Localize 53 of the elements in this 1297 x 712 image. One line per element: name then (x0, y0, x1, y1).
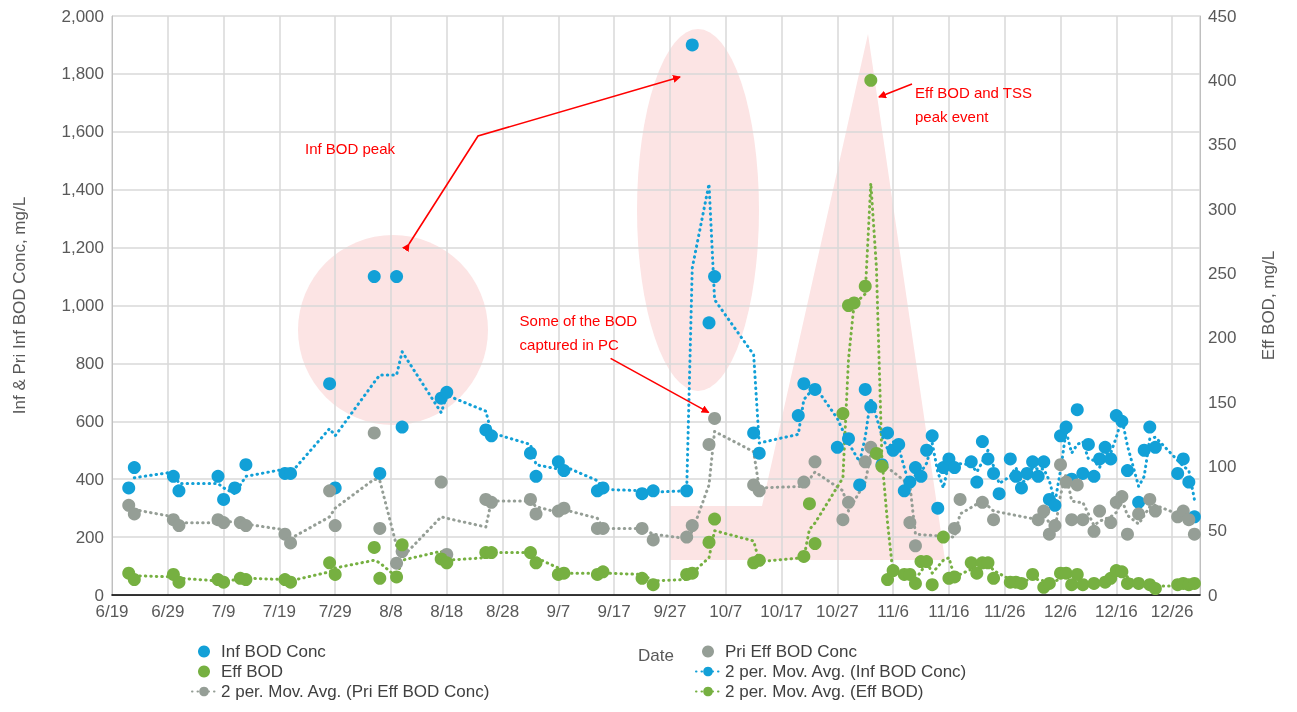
x-tick-label: 8/8 (379, 602, 403, 621)
legend-label: 2 per. Mov. Avg. (Pri Eff BOD Conc) (221, 682, 490, 701)
x-tick-label: 12/6 (1043, 602, 1078, 621)
legend-label: 2 per. Mov. Avg. (Inf BOD Conc) (725, 662, 967, 681)
x-tick-label: 8/28 (486, 602, 520, 621)
legend-label: Inf BOD Conc (221, 642, 327, 661)
y2-tick-label: 350 (1208, 135, 1237, 155)
y-tick-label: 400 (75, 469, 104, 489)
y-tick-label: 1,800 (61, 64, 104, 84)
y-tick-label: 1,600 (61, 122, 104, 142)
x-tick-label: 7/9 (211, 602, 236, 621)
x-tick-label: 7/19 (262, 602, 296, 621)
y-tick-label: 2,000 (61, 6, 104, 26)
x-tick-label: 11/26 (984, 602, 1026, 621)
x-tick-label: 12/26 (1150, 602, 1194, 621)
y2-tick-label: 250 (1208, 263, 1237, 283)
x-tick-label: 10/27 (816, 602, 859, 621)
x-tick-label: 6/29 (151, 602, 185, 621)
y2-tick-label: 150 (1208, 392, 1237, 412)
y-tick-label: 800 (75, 353, 104, 373)
x-tick-label: 6/19 (95, 602, 129, 621)
y-tick-label: 200 (75, 527, 104, 547)
y2-tick-label: 100 (1208, 456, 1237, 476)
y2-tick-label: 400 (1208, 70, 1237, 90)
y2-tick-label: 300 (1208, 199, 1237, 219)
x-tick-label: 10/17 (760, 602, 803, 621)
y-tick-label: 1,400 (61, 180, 104, 200)
annotation: Inf BOD peak (305, 139, 396, 157)
x-tick-label: 12/16 (1095, 602, 1138, 621)
x-tick-label: 8/18 (430, 602, 464, 621)
x-tick-label: 9/17 (597, 602, 631, 621)
y-tick-label: 0 (94, 585, 104, 605)
legend-label: 2 per. Mov. Avg. (Eff BOD) (725, 682, 924, 701)
y2-axis-title: Eff BOD, mg/L (1259, 250, 1278, 361)
x-tick-label: 10/7 (709, 602, 743, 621)
annotation: Some of the BOD captured in PC (519, 311, 642, 353)
y2-tick-label: 50 (1208, 521, 1227, 541)
y-tick-label: 1,000 (61, 296, 104, 315)
x-tick-label: 9/7 (546, 602, 571, 621)
y2-tick-label: 200 (1208, 328, 1237, 348)
y-axis-title: Inf & Pri Inf BOD Conc, mg/L (10, 196, 29, 415)
y-tick-label: 600 (75, 411, 104, 431)
x-tick-label: 11/6 (877, 602, 910, 621)
y-tick-label: 1,200 (61, 238, 104, 258)
x-tick-label: 9/27 (653, 602, 687, 621)
legend-label: Eff BOD (221, 662, 284, 681)
legend-label: Pri Eff BOD Conc (725, 642, 858, 661)
x-axis-title: Date (638, 646, 674, 665)
y2-tick-label: 450 (1208, 6, 1237, 26)
annotation: Eff BOD and TSS peak event (915, 83, 1037, 125)
x-tick-label: 11/16 (928, 602, 970, 621)
y2-tick-label: 0 (1208, 585, 1218, 605)
x-tick-label: 7/29 (318, 602, 352, 621)
